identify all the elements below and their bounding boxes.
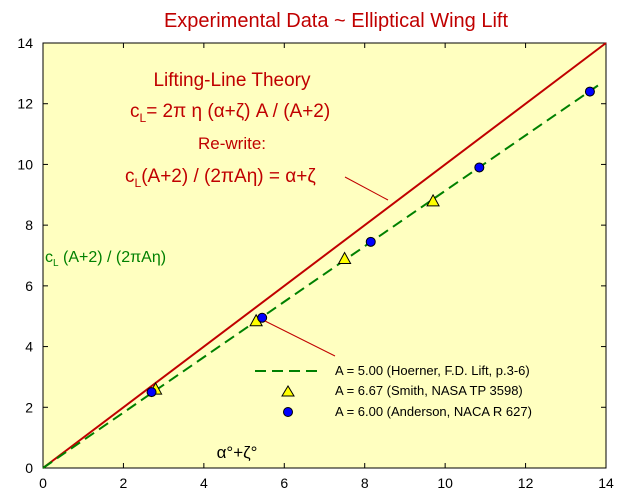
y-tick-label: 0 bbox=[25, 460, 33, 476]
chart-title: Experimental Data ~ Elliptical Wing Lift bbox=[164, 10, 508, 32]
x-tick-label: 8 bbox=[361, 475, 369, 491]
theory-line bbox=[42, 42, 607, 469]
fit-dashed-line bbox=[42, 84, 599, 469]
circle-point bbox=[584, 86, 595, 97]
legend-label-anderson: A = 6.00 (Anderson, NACA R 627) bbox=[335, 404, 532, 419]
legend-leader-line bbox=[264, 320, 336, 357]
circle-point bbox=[365, 236, 376, 247]
y-tick-label: 10 bbox=[17, 156, 33, 172]
x-tick-label: 12 bbox=[518, 475, 534, 491]
theory-formula-c: c bbox=[130, 101, 140, 122]
y-tick-label: 8 bbox=[25, 217, 33, 233]
x-tick-label: 4 bbox=[200, 475, 208, 491]
y-tick-label: 6 bbox=[25, 278, 33, 294]
theory-leader-line bbox=[344, 176, 389, 201]
x-tick-label: 14 bbox=[598, 475, 614, 491]
rewrite-formula-rest: (A+2) / (2πAη) = α+ζ bbox=[141, 166, 316, 187]
x-tick-label: 2 bbox=[120, 475, 128, 491]
y-tick-label: 12 bbox=[17, 96, 33, 112]
theory-formula-sub: L bbox=[140, 111, 147, 125]
green-ylabel-c: c bbox=[45, 249, 53, 266]
y-axis: 0 2 4 6 8 10 12 14 bbox=[17, 35, 606, 476]
y-tick-label: 4 bbox=[25, 339, 33, 355]
theory-formula-rest: = 2π η (α+ζ) A / (A+2) bbox=[146, 101, 330, 122]
x-tick-label: 10 bbox=[437, 475, 453, 491]
legend-circle-symbol bbox=[283, 407, 293, 417]
x-tick-label: 0 bbox=[39, 475, 47, 491]
rewrite-formula: cL(A+2) / (2πAη) = α+ζ bbox=[125, 166, 316, 190]
green-ylabel-rest: (A+2) / (2πAη) bbox=[59, 249, 167, 266]
circle-point bbox=[146, 387, 157, 398]
theory-title: Lifting-Line Theory bbox=[153, 70, 311, 91]
x-axis-label: α°+ζ° bbox=[217, 443, 258, 462]
triangle-point bbox=[426, 193, 440, 207]
theory-formula: cL= 2π η (α+ζ) A / (A+2) bbox=[130, 101, 330, 125]
rewrite-label: Re-write: bbox=[198, 134, 266, 153]
legend: A = 5.00 (Hoerner, F.D. Lift, p.3-6) A =… bbox=[255, 363, 532, 419]
circle-point bbox=[474, 162, 485, 173]
green-ylabel-sub: L bbox=[53, 258, 59, 269]
green-ylabel: cL (A+2) / (2πAη) bbox=[45, 249, 166, 269]
rewrite-formula-c: c bbox=[125, 166, 135, 187]
series-layer bbox=[42, 42, 607, 469]
legend-label-smith: A = 6.67 (Smith, NASA TP 3598) bbox=[335, 383, 523, 398]
x-axis: 0 2 4 6 8 10 12 14 bbox=[39, 43, 614, 491]
legend-triangle-symbol bbox=[281, 385, 295, 397]
legend-label-hoerner: A = 5.00 (Hoerner, F.D. Lift, p.3-6) bbox=[335, 363, 530, 378]
y-tick-label: 2 bbox=[25, 399, 33, 415]
rewrite-formula-sub: L bbox=[135, 176, 142, 190]
y-tick-label: 14 bbox=[17, 35, 33, 51]
triangle-point bbox=[337, 251, 352, 265]
circle-point bbox=[257, 312, 268, 323]
x-tick-label: 6 bbox=[280, 475, 288, 491]
